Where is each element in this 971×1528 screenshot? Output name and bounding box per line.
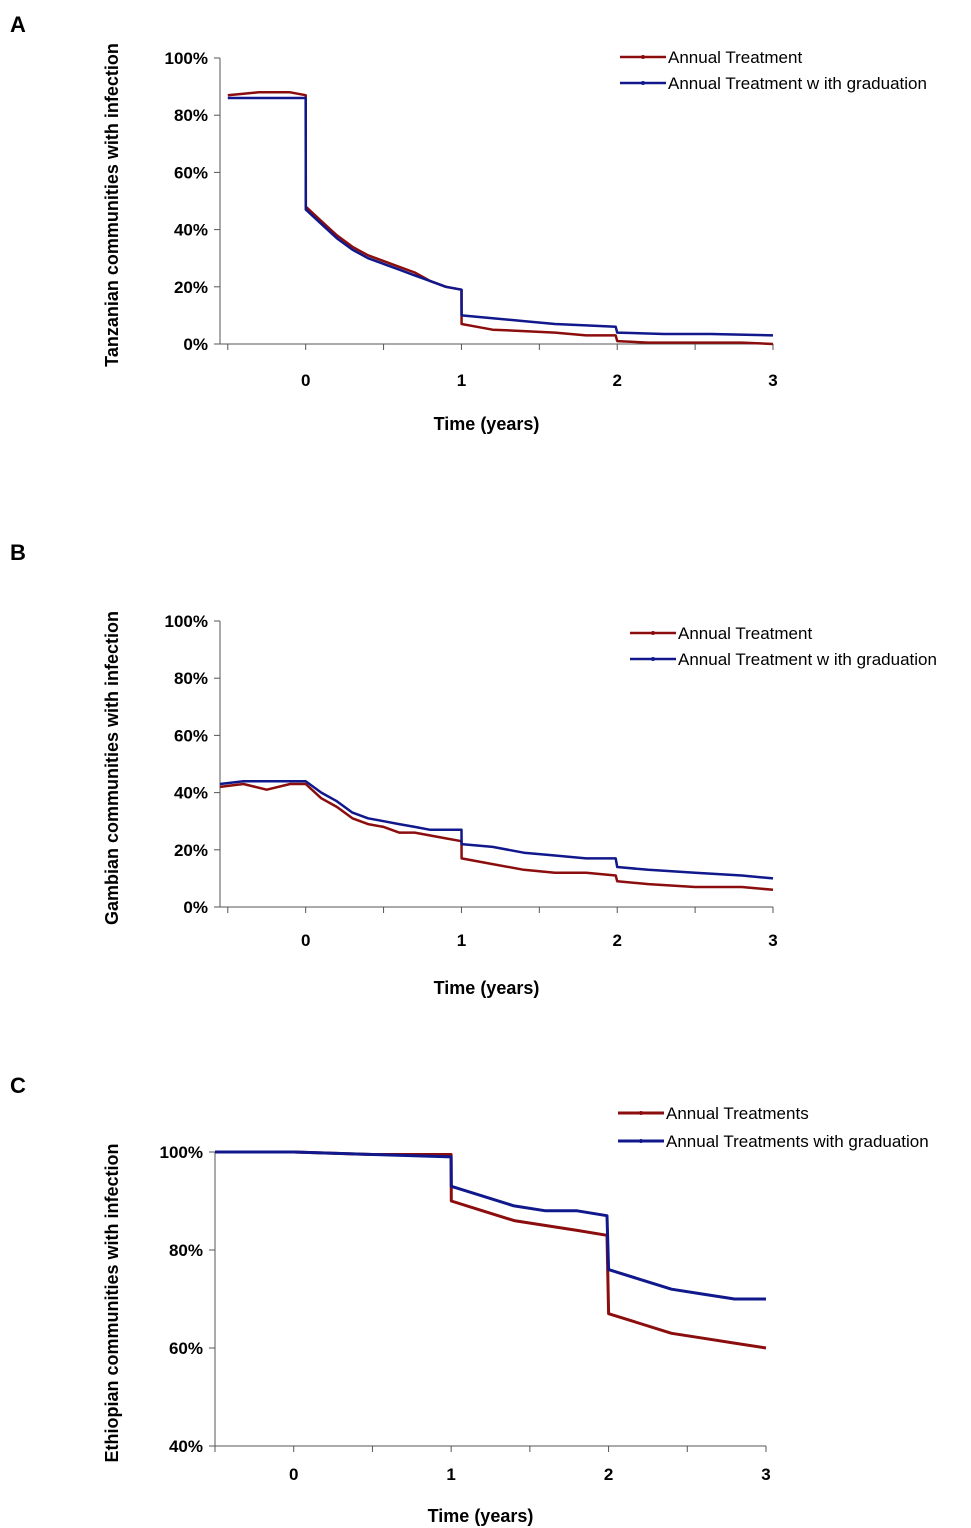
chart-panel-b: B 0% 20% 40% 60% 80% 100% 0 1 2 3 Time (years) Gambi… xyxy=(10,540,937,998)
series-line-annual-treatment xyxy=(227,91,774,346)
x-tick-label: 0 xyxy=(301,931,310,950)
legend-marker xyxy=(641,55,645,59)
y-axis-title: Ethiopian communities with infection xyxy=(102,1143,122,1462)
y-tick-label: 0% xyxy=(183,335,208,354)
x-tick-label: 3 xyxy=(761,1465,770,1484)
legend-label: Annual Treatments with graduation xyxy=(666,1132,929,1151)
x-axis-title: Time (years) xyxy=(434,978,540,998)
y-tick-label: 60% xyxy=(174,163,208,182)
y-axis-title: Tanzanian communities with infection xyxy=(102,43,122,367)
legend-marker xyxy=(639,1139,643,1143)
y-tick-label: 20% xyxy=(174,841,208,860)
legend-label: Annual Treatments xyxy=(666,1104,809,1123)
x-tick-label: 3 xyxy=(768,371,777,390)
legend-marker xyxy=(641,81,645,85)
y-tick-label: 80% xyxy=(174,669,208,688)
x-tick-label: 1 xyxy=(457,931,466,950)
y-tick-label: 60% xyxy=(174,726,208,745)
x-tick-label: 2 xyxy=(612,931,621,950)
panel-label: A xyxy=(10,12,26,37)
x-tick-label: 0 xyxy=(301,371,310,390)
series-line-annual-treatment xyxy=(219,782,774,892)
series-line-with-graduation xyxy=(215,1150,766,1301)
y-tick-label: 100% xyxy=(165,612,208,631)
series-line-annual-treatment xyxy=(215,1150,767,1350)
y-tick-label: 0% xyxy=(183,898,208,917)
y-tick-label: 40% xyxy=(169,1437,203,1456)
series-line-with-graduation xyxy=(227,96,774,337)
legend-label: Annual Treatment w ith graduation xyxy=(668,74,927,93)
y-tick-label: 100% xyxy=(160,1143,203,1162)
y-tick-label: 80% xyxy=(174,106,208,125)
x-tick-label: 2 xyxy=(604,1465,613,1484)
x-tick-label: 1 xyxy=(446,1465,455,1484)
panel-label: B xyxy=(10,540,26,565)
y-tick-label: 40% xyxy=(174,221,208,240)
y-tick-label: 60% xyxy=(169,1339,203,1358)
legend-marker xyxy=(639,1111,643,1115)
legend-marker xyxy=(651,631,655,635)
x-axis-title: Time (years) xyxy=(428,1506,534,1526)
chart-panel-c: C 40% 60% 80% 100% 0 1 2 3 Time (years) Ethiopian … xyxy=(10,1073,929,1526)
legend-label: Annual Treatment xyxy=(668,48,802,67)
legend-marker xyxy=(651,657,655,661)
y-tick-label: 40% xyxy=(174,784,208,803)
y-tick-label: 100% xyxy=(165,49,208,68)
panel-label: C xyxy=(10,1073,26,1098)
x-tick-label: 0 xyxy=(289,1465,298,1484)
y-tick-label: 80% xyxy=(169,1241,203,1260)
chart-panel-a: A 0% 20% 40% 60% 80% 100% 0 1 2 3 Time (years) Tanza… xyxy=(10,12,927,434)
series-line-with-graduation xyxy=(219,779,774,880)
y-tick-label: 20% xyxy=(174,278,208,297)
legend-label: Annual Treatment xyxy=(678,624,812,643)
x-tick-label: 1 xyxy=(457,371,466,390)
legend-label: Annual Treatment w ith graduation xyxy=(678,650,937,669)
x-tick-label: 3 xyxy=(768,931,777,950)
y-axis-title: Gambian communities with infection xyxy=(102,611,122,925)
x-tick-label: 2 xyxy=(612,371,621,390)
x-axis-title: Time (years) xyxy=(434,414,540,434)
